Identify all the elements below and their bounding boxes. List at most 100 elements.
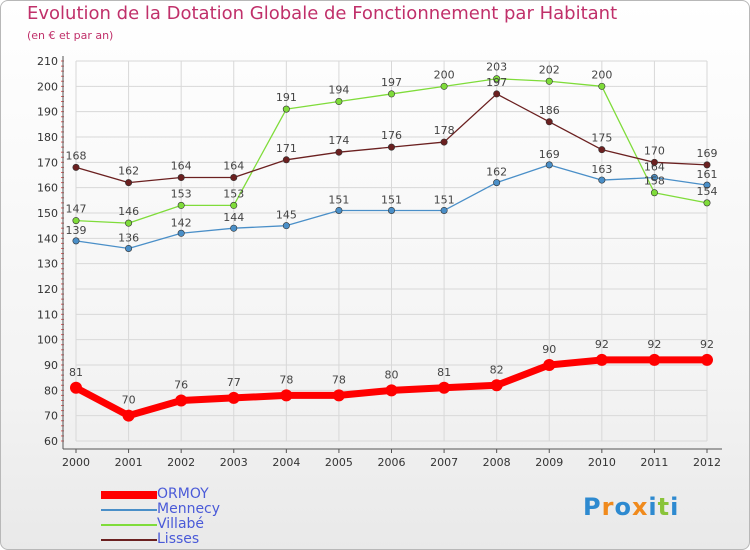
data-label: 197 [486,76,507,89]
y-tick-label: 130 [37,258,58,271]
data-point [493,179,501,187]
data-label: 178 [434,124,455,137]
chart-title: Evolution de la Dotation Globale de Fonc… [27,3,618,24]
data-label: 90 [542,343,556,356]
data-point [598,82,606,90]
data-point [650,174,658,182]
data-label: 200 [434,68,455,81]
data-label: 81 [437,366,451,379]
data-point [440,138,448,146]
data-label: 174 [328,134,349,147]
y-tick-label: 160 [37,182,58,195]
x-tick-label: 2009 [535,456,563,469]
data-label: 80 [385,368,399,381]
data-label: 176 [381,129,402,142]
data-point [387,143,395,151]
data-label: 81 [69,366,83,379]
data-point [125,219,133,227]
data-label: 203 [486,61,507,74]
data-label: 144 [223,211,244,224]
logo-letter: t [657,493,671,521]
data-point [545,77,553,85]
data-label: 169 [539,148,560,161]
data-point [648,353,661,366]
y-tick-label: 200 [37,80,58,93]
chart-subtitle: (en € et par an) [27,29,114,42]
x-tick-label: 2003 [220,456,248,469]
data-label: 151 [381,193,402,206]
data-label: 92 [647,338,661,351]
data-point [280,389,293,402]
data-label: 202 [539,63,560,76]
data-point [387,206,395,214]
x-tick-label: 2012 [693,456,721,469]
data-label: 162 [118,165,139,178]
data-point [701,353,713,366]
x-tick-label: 2010 [588,456,616,469]
data-label: 70 [122,394,136,407]
y-tick-label: 120 [37,283,58,296]
y-tick-label: 80 [44,384,58,397]
data-point [230,174,238,182]
x-tick-label: 2006 [378,456,406,469]
data-point [230,201,238,209]
data-label: 164 [171,160,192,173]
data-label: 194 [328,84,349,97]
data-label: 200 [591,68,612,81]
y-tick-label: 210 [37,55,58,68]
logo-letter: o [614,493,632,521]
data-point [332,389,345,402]
data-point [703,161,711,169]
data-label: 197 [381,76,402,89]
legend-swatch-ormoy [101,491,157,499]
legend-label: ORMOY [157,486,209,502]
proxiti-logo: Proxiti [583,493,679,521]
data-point [282,105,290,113]
legend-label: Lisses [157,531,200,547]
data-point [122,409,135,422]
y-tick-label: 190 [37,106,58,119]
data-label: 77 [227,376,241,389]
data-label: 154 [697,185,718,198]
data-label: 171 [276,142,297,155]
y-tick-label: 150 [37,207,58,220]
y-tick-label: 110 [37,308,58,321]
data-label: 146 [118,205,139,218]
data-label: 76 [174,378,188,391]
data-label: 92 [595,338,609,351]
data-label: 145 [276,209,297,222]
data-point [282,156,290,164]
data-point [703,199,711,207]
data-label: 164 [644,161,665,174]
data-point [440,206,448,214]
logo-letter: r [601,493,615,521]
data-label: 168 [66,149,87,162]
data-label: 82 [490,363,504,376]
data-point [177,229,185,237]
y-tick-label: 60 [44,435,58,448]
data-point [175,394,188,407]
data-point [545,118,553,126]
data-point [335,206,343,214]
legend-label: Mennecy [157,501,221,517]
data-label: 153 [171,187,192,200]
data-point [650,189,658,197]
x-tick-label: 2007 [430,456,458,469]
data-point [703,181,711,189]
data-label: 78 [332,373,346,386]
y-tick-label: 140 [37,232,58,245]
data-point [72,237,80,245]
data-label: 151 [328,193,349,206]
data-label: 153 [223,187,244,200]
y-tick-label: 90 [44,359,58,372]
data-point [125,244,133,252]
y-tick-label: 170 [37,156,58,169]
data-point [493,90,501,98]
x-tick-label: 2001 [115,456,143,469]
logo-letter: x [631,493,649,521]
data-label: 164 [223,160,244,173]
data-label: 78 [279,373,293,386]
data-label: 142 [171,216,192,229]
data-label: 161 [697,168,718,181]
